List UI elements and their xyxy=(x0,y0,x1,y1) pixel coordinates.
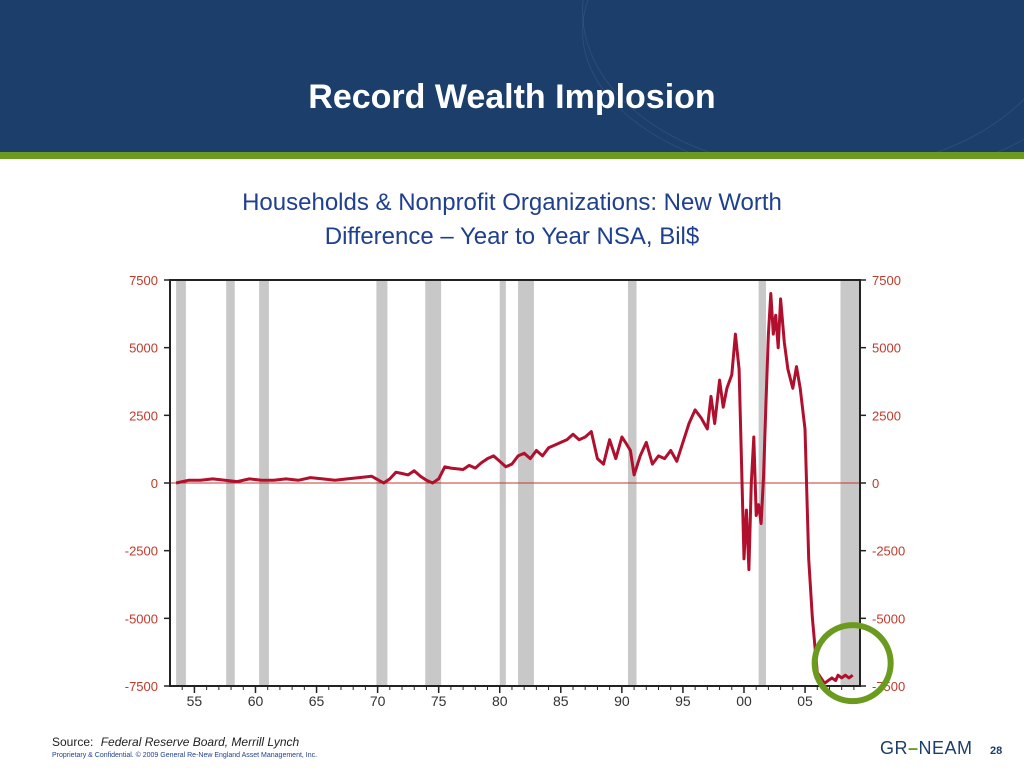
xtick-label: 65 xyxy=(309,693,325,708)
page-title: Record Wealth Implosion xyxy=(308,78,716,116)
chart-subtitle-line2: Difference – Year to Year NSA, Bil$ xyxy=(324,223,700,250)
xtick-label: 00 xyxy=(736,693,752,708)
ytick-label-left: 7500 xyxy=(129,273,158,288)
ytick-label-left: -7500 xyxy=(125,679,158,694)
ytick-label-left: 2500 xyxy=(129,408,158,423)
xtick-label: 05 xyxy=(797,693,813,708)
ytick-label-right: -2500 xyxy=(872,544,905,559)
chart-subtitle-line1: Households & Nonprofit Organizations: Ne… xyxy=(242,189,782,216)
source-value: Federal Reserve Board, Merrill Lynch xyxy=(100,735,300,749)
copyright-text: Proprietary & Confidential. © 2009 Gener… xyxy=(52,752,318,759)
ytick-label-right: 5000 xyxy=(872,341,901,356)
ytick-label-left: 5000 xyxy=(129,341,158,356)
xtick-label: 90 xyxy=(614,693,630,708)
header-band: Record Wealth Implosion xyxy=(0,0,1024,152)
ytick-label-left: -5000 xyxy=(125,611,158,626)
ytick-label-right: 7500 xyxy=(872,273,901,288)
ytick-label-right: -5000 xyxy=(872,611,905,626)
ytick-label-left: 0 xyxy=(151,476,158,491)
ytick-label-left: -2500 xyxy=(125,544,158,559)
ytick-label-right: 2500 xyxy=(872,408,901,423)
xtick-label: 60 xyxy=(248,693,264,708)
source-label: Source: xyxy=(52,735,94,749)
company-logo: GR–NEAM xyxy=(880,738,973,758)
xtick-label: 55 xyxy=(187,693,203,708)
xtick-label: 80 xyxy=(492,693,508,708)
accent-divider xyxy=(0,152,1024,159)
xtick-label: 95 xyxy=(675,693,691,708)
source-note: Source: Federal Reserve Board, Merrill L… xyxy=(52,735,299,749)
xtick-label: 70 xyxy=(370,693,386,708)
xtick-label: 75 xyxy=(431,693,447,708)
xtick-label: 85 xyxy=(553,693,569,708)
chart-subtitle: Households & Nonprofit Organizations: Ne… xyxy=(150,186,874,254)
highlight-circle xyxy=(811,622,894,705)
series-line xyxy=(175,292,854,685)
ytick-label-right: 0 xyxy=(872,476,879,491)
page-number: 28 xyxy=(990,745,1003,757)
